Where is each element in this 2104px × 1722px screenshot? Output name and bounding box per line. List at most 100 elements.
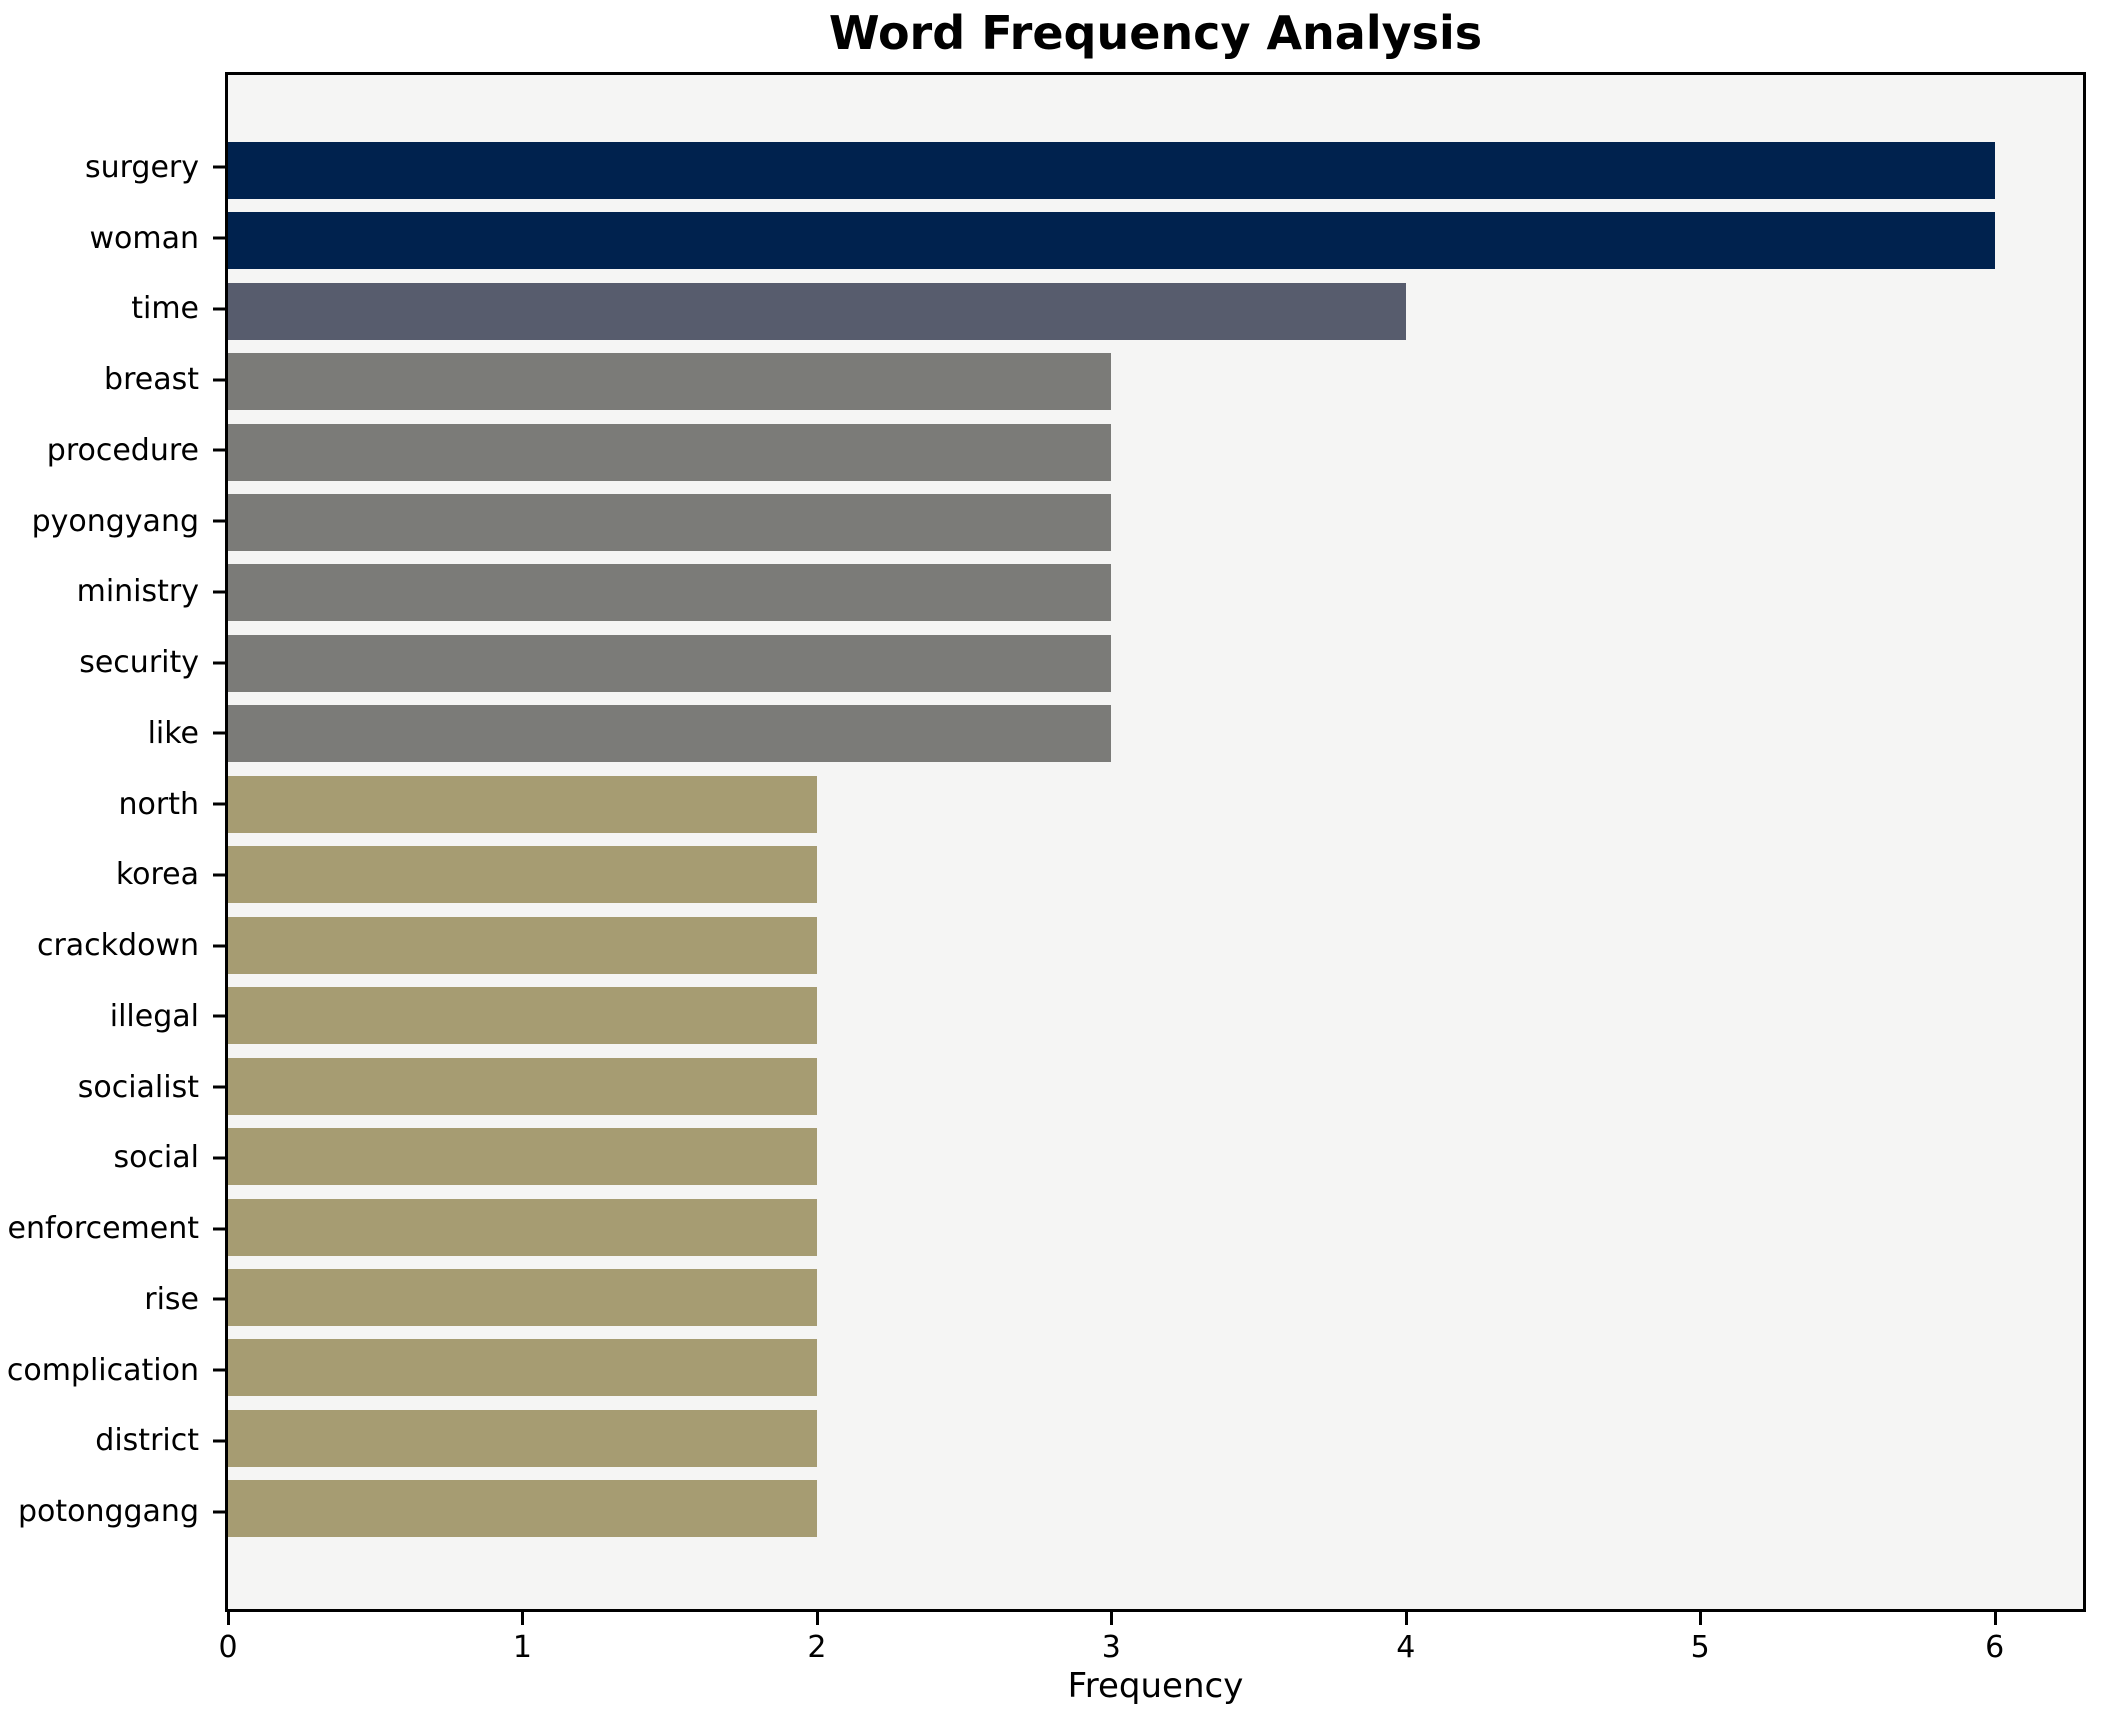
y-tick-mark bbox=[213, 1014, 225, 1018]
y-tick-label: like bbox=[147, 715, 199, 751]
y-label-row: rise bbox=[0, 1264, 225, 1335]
frequency-bar bbox=[228, 846, 817, 904]
bar-row bbox=[228, 1403, 2083, 1473]
y-tick-mark bbox=[213, 448, 225, 452]
y-tick-mark bbox=[213, 944, 225, 948]
y-tick-label: complication bbox=[6, 1352, 199, 1388]
x-tick-label: 3 bbox=[1101, 1630, 1121, 1665]
frequency-bar bbox=[228, 1128, 817, 1186]
y-tick-label: north bbox=[118, 786, 199, 822]
frequency-bar bbox=[228, 705, 1112, 763]
y-label-row: district bbox=[0, 1406, 225, 1477]
x-tick-mark bbox=[1404, 1612, 1408, 1625]
y-tick-mark bbox=[213, 1510, 225, 1514]
bar-row bbox=[228, 840, 2083, 910]
x-tick-label: 5 bbox=[1690, 1630, 1710, 1665]
frequency-bar bbox=[228, 1198, 817, 1256]
y-tick-mark bbox=[213, 731, 225, 735]
y-tick-mark bbox=[213, 307, 225, 311]
y-tick-label: crackdown bbox=[36, 928, 199, 964]
y-tick-label: enforcement bbox=[7, 1211, 199, 1247]
y-tick-label: time bbox=[131, 291, 199, 327]
y-tick-label: woman bbox=[89, 220, 199, 256]
bar-row bbox=[228, 205, 2083, 275]
y-label-row: potonggang bbox=[0, 1476, 225, 1547]
plot-area bbox=[225, 72, 2086, 1612]
bar-row bbox=[228, 1474, 2083, 1544]
frequency-bar bbox=[228, 1480, 817, 1538]
y-label-row: socialist bbox=[0, 1052, 225, 1123]
frequency-bar bbox=[228, 493, 1112, 551]
x-tick-label: 1 bbox=[512, 1630, 532, 1665]
y-label-row: like bbox=[0, 698, 225, 769]
x-tick-label: 4 bbox=[1396, 1630, 1416, 1665]
y-tick-label: illegal bbox=[109, 998, 199, 1034]
y-label-row: korea bbox=[0, 840, 225, 911]
y-tick-label: surgery bbox=[84, 149, 199, 185]
y-label-row: procedure bbox=[0, 415, 225, 486]
bar-row bbox=[228, 558, 2083, 628]
frequency-bar bbox=[228, 282, 1406, 340]
y-tick-label: breast bbox=[104, 362, 199, 398]
x-tick-mark bbox=[1110, 1612, 1114, 1625]
bar-row bbox=[228, 1262, 2083, 1332]
y-tick-label: ministry bbox=[76, 574, 199, 610]
bar-row bbox=[228, 1192, 2083, 1262]
bar-row bbox=[228, 628, 2083, 698]
y-tick-mark bbox=[213, 661, 225, 665]
bars-container bbox=[228, 75, 2083, 1609]
y-label-row: ministry bbox=[0, 557, 225, 628]
y-tick-mark bbox=[213, 1227, 225, 1231]
frequency-bar bbox=[228, 423, 1112, 481]
x-tick-label: 6 bbox=[1985, 1630, 2005, 1665]
bar-row bbox=[228, 135, 2083, 205]
frequency-bar bbox=[228, 634, 1112, 692]
y-tick-mark bbox=[213, 802, 225, 806]
frequency-bar bbox=[228, 141, 1995, 199]
y-tick-mark bbox=[213, 165, 225, 169]
y-tick-label: potonggang bbox=[17, 1494, 199, 1530]
bar-row bbox=[228, 346, 2083, 416]
y-label-row: crackdown bbox=[0, 910, 225, 981]
frequency-bar bbox=[228, 353, 1112, 411]
y-tick-mark bbox=[213, 519, 225, 523]
y-tick-mark bbox=[213, 1085, 225, 1089]
bar-row bbox=[228, 1121, 2083, 1191]
y-tick-label: korea bbox=[115, 857, 199, 893]
y-tick-label: security bbox=[79, 645, 199, 681]
x-tick-mark bbox=[1993, 1612, 1997, 1625]
y-tick-mark bbox=[213, 873, 225, 877]
y-label-row: surgery bbox=[0, 132, 225, 203]
bar-row bbox=[228, 699, 2083, 769]
chart-title: Word Frequency Analysis bbox=[828, 6, 1483, 60]
y-axis-labels: surgery woman time breast procedure pyongyang… bbox=[0, 72, 225, 1612]
bar-row bbox=[228, 1051, 2083, 1121]
frequency-bar bbox=[228, 1057, 817, 1115]
x-tick-mark bbox=[227, 1612, 230, 1625]
frequency-bar bbox=[228, 775, 817, 833]
y-tick-mark bbox=[213, 1439, 225, 1443]
y-tick-label: procedure bbox=[46, 432, 199, 468]
y-tick-label: district bbox=[95, 1423, 199, 1459]
frequency-bar bbox=[228, 564, 1112, 622]
y-tick-mark bbox=[213, 1368, 225, 1372]
y-label-row: breast bbox=[0, 344, 225, 415]
bar-row bbox=[228, 487, 2083, 557]
bar-row bbox=[228, 769, 2083, 839]
frequency-bar bbox=[228, 1409, 817, 1467]
y-label-row: complication bbox=[0, 1335, 225, 1406]
x-axis-label: Frequency bbox=[1067, 1666, 1244, 1706]
y-tick-mark bbox=[213, 590, 225, 594]
x-tick-label: 0 bbox=[218, 1630, 238, 1665]
y-label-row: woman bbox=[0, 203, 225, 274]
y-tick-mark bbox=[213, 378, 225, 382]
bar-row bbox=[228, 910, 2083, 980]
y-tick-mark bbox=[213, 1297, 225, 1301]
frequency-bar bbox=[228, 1339, 817, 1397]
bar-row bbox=[228, 1333, 2083, 1403]
y-tick-label: socialist bbox=[77, 1069, 199, 1105]
x-axis: 0 1 2 3 4 5 6 bbox=[218, 1612, 2083, 1722]
y-label-row: security bbox=[0, 627, 225, 698]
y-label-row: pyongyang bbox=[0, 486, 225, 557]
